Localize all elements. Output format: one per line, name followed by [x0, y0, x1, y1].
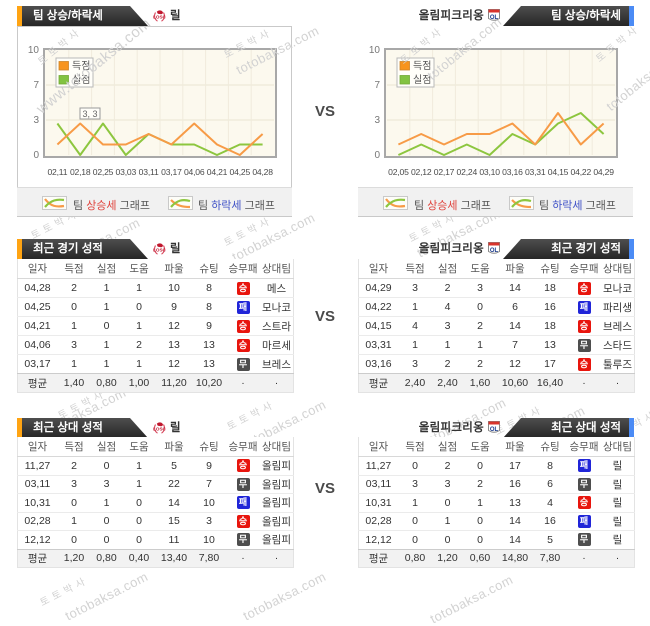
svg-text:04,21: 04,21 [207, 167, 228, 177]
svg-text:10: 10 [28, 45, 40, 56]
svg-text:OL: OL [490, 427, 499, 433]
svg-text:02,05: 02,05 [388, 167, 409, 177]
svg-text:02,25: 02,25 [93, 167, 114, 177]
svg-text:03,31: 03,31 [525, 167, 546, 177]
svg-text:03,16: 03,16 [502, 167, 523, 177]
svg-text:LOSC: LOSC [153, 427, 166, 432]
svg-text:03,10: 03,10 [479, 167, 500, 177]
svg-text:04,28: 04,28 [252, 167, 273, 177]
svg-text:득점: 득점 [72, 60, 90, 72]
svg-text:득점: 득점 [413, 60, 431, 72]
svg-text:04,25: 04,25 [230, 167, 251, 177]
svg-text:OL: OL [490, 248, 499, 254]
svg-text:02,11: 02,11 [47, 167, 67, 177]
svg-text:03,03: 03,03 [116, 167, 137, 177]
svg-text:LOSC: LOSC [153, 248, 166, 253]
svg-text:04,22: 04,22 [571, 167, 592, 177]
svg-text:04,29: 04,29 [593, 167, 614, 177]
svg-text:7: 7 [374, 80, 380, 91]
svg-text:OL: OL [490, 15, 499, 21]
svg-text:04,06: 04,06 [184, 167, 205, 177]
svg-text:03,11: 03,11 [139, 167, 159, 177]
svg-text:02,17: 02,17 [434, 167, 455, 177]
svg-text:04,15: 04,15 [548, 167, 569, 177]
svg-text:3: 3 [374, 115, 380, 126]
svg-text:02,12: 02,12 [411, 167, 432, 177]
svg-text:실점: 실점 [413, 74, 431, 86]
svg-text:3, 3: 3, 3 [82, 109, 97, 119]
svg-text:3: 3 [33, 115, 39, 126]
svg-text:0: 0 [374, 150, 380, 161]
svg-text:02,18: 02,18 [70, 167, 91, 177]
svg-text:10: 10 [369, 45, 381, 56]
svg-text:03,17: 03,17 [161, 167, 182, 177]
svg-text:실점: 실점 [72, 74, 90, 86]
svg-text:02,24: 02,24 [457, 167, 478, 177]
svg-text:LOSC: LOSC [153, 15, 166, 20]
svg-text:7: 7 [33, 80, 39, 91]
svg-text:0: 0 [33, 150, 39, 161]
